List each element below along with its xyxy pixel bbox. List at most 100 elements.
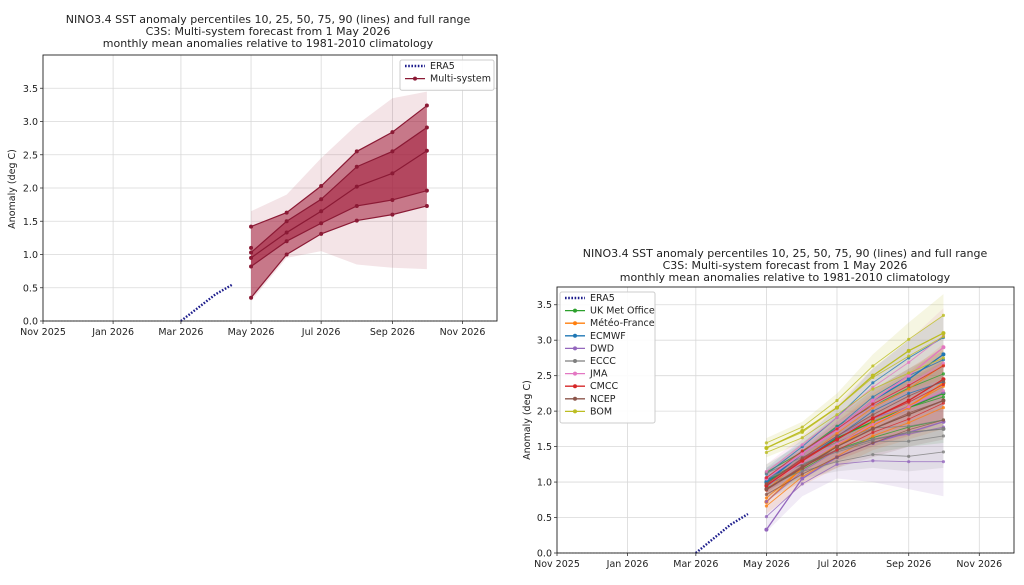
member-line-BOM — [766, 315, 944, 444]
y-tick-label: 3.0 — [537, 336, 552, 347]
legend-swatch-marker — [573, 371, 577, 376]
member-point-NCEP — [871, 441, 875, 445]
member-point-BOM — [835, 398, 839, 403]
member-point-CMCC — [835, 427, 839, 431]
member-line-NCEP — [766, 380, 944, 485]
chart2-plot: 0.0 0.5 1.0 1.5 2.0 2.5 3.0 3.5 Nov 2025 Jan 2026… — [534, 286, 1015, 570]
member-point-NCEP — [907, 428, 911, 432]
legend-label: JMA — [589, 369, 608, 380]
era5-line — [180, 283, 234, 322]
y-tick-label: 3.5 — [23, 84, 38, 95]
member-point-NCEP — [800, 456, 804, 460]
x-tick-label: Sep 2026 — [370, 327, 415, 338]
member-point-BOM — [941, 313, 946, 317]
y-tick-label: 1.0 — [537, 478, 552, 489]
member-point-BOM — [907, 371, 911, 375]
legend-label: Multi-system — [430, 74, 491, 85]
p10-line — [250, 205, 428, 299]
member-point-Météo-France — [871, 420, 875, 424]
member-point-DWD — [764, 499, 769, 504]
y-tick-label: 0.0 — [23, 317, 38, 328]
member-point-BOM — [871, 364, 875, 368]
series-point-BOM — [906, 348, 911, 353]
chart1-subtitle-2: monthly mean anomalies relative to 1981-… — [103, 37, 434, 50]
p90-point — [354, 149, 359, 154]
legend-label: ECMWF — [590, 331, 626, 342]
chart1-subtitle-1: C3S: Multi-system forecast from 1 May 20… — [146, 25, 391, 38]
x-tick-label: Jan 2026 — [91, 327, 134, 338]
y-tick-label: 0.0 — [537, 549, 552, 560]
chart2-titles: NINO3.4 SST anomaly percentiles 10, 25, … — [522, 247, 987, 460]
p75-point — [319, 197, 324, 202]
member-point-JMA — [907, 405, 911, 409]
y-tick-label: 2.0 — [23, 184, 38, 195]
member-point-ECCC — [907, 424, 911, 428]
legend-label: DWD — [590, 343, 614, 354]
member-point-BOM — [764, 450, 769, 455]
legend: ERA5 Multi-system — [399, 59, 495, 91]
member-point-JMA — [941, 361, 946, 365]
x-tick-label: May 2026 — [743, 559, 790, 570]
member-point-CMCC — [871, 402, 875, 406]
p90-point — [424, 103, 429, 108]
p10-point — [249, 295, 254, 300]
chart1-ylabel: Anomaly (deg C) — [7, 149, 18, 229]
chart2-subtitle-1: C3S: Multi-system forecast from 1 May 20… — [663, 259, 908, 272]
p90-point — [249, 224, 254, 229]
member-line-BOM — [766, 357, 944, 453]
member-line-ECCC — [766, 451, 944, 485]
member-point-BOM — [835, 413, 839, 417]
member-point-Météo-France — [907, 421, 911, 425]
member-point-NCEP — [941, 418, 946, 422]
member-point-CMCC — [800, 449, 804, 453]
member-point-CMCC — [907, 417, 911, 421]
series-point-JMA — [870, 398, 875, 403]
p75-point — [424, 125, 429, 130]
member-point-Météo-France — [907, 387, 911, 391]
chart1-titles: NINO3.4 SST anomaly percentiles 10, 25, … — [7, 13, 470, 229]
p10-point — [354, 218, 359, 223]
member-line-ECMWF — [766, 337, 944, 475]
legend-label: NCEP — [590, 394, 616, 405]
chart2-ylabel: Anomaly (deg C) — [522, 380, 533, 460]
member-line-JMA — [766, 390, 944, 486]
member-line-CMCC — [766, 365, 944, 478]
member-point-Météo-France — [764, 496, 769, 500]
member-point-BOM — [871, 375, 875, 380]
member-point-NCEP — [800, 464, 804, 468]
p25-p75-band — [251, 127, 427, 267]
legend-label: ERA5 — [430, 61, 455, 72]
member-point-JMA — [907, 360, 911, 364]
member-point-UK Met Office — [941, 395, 946, 399]
member-point-Météo-France — [835, 431, 839, 435]
p50-point — [249, 255, 254, 260]
member-point-JMA — [835, 415, 839, 419]
member-point-DWD — [941, 460, 946, 464]
chart1-title: NINO3.4 SST anomaly percentiles 10, 25, … — [66, 13, 471, 26]
member-point-ECMWF — [907, 391, 911, 395]
member-point-JMA — [941, 389, 946, 393]
p25-point — [424, 188, 429, 193]
p75-point — [354, 164, 359, 169]
member-point-BOM — [764, 446, 769, 450]
member-point-ECCC — [871, 452, 875, 457]
member-point-Météo-France — [941, 405, 946, 410]
member-point-CMCC — [764, 476, 769, 480]
member-point-NCEP — [764, 492, 769, 497]
series-point-DWD — [800, 476, 805, 481]
y-tick-label: 3.5 — [537, 300, 552, 311]
member-point-ECCC — [907, 439, 911, 443]
legend-swatch-marker — [573, 308, 577, 313]
member-point-CMCC — [941, 382, 946, 387]
member-point-CMCC — [835, 448, 839, 452]
x-tick-label: Sep 2026 — [886, 559, 931, 570]
chart1-plot: 0.0 0.5 1.0 1.5 2.0 2.5 3.0 3.5 Nov 2025 Jan 2026… — [20, 54, 498, 338]
member-point-JMA — [800, 443, 804, 447]
member-point-NCEP — [871, 413, 875, 417]
plot-frame — [556, 286, 1015, 554]
legend-swatch-marker — [573, 359, 577, 363]
member-point-NCEP — [907, 394, 911, 398]
p25-point — [390, 197, 395, 202]
member-point-CMCC — [941, 401, 946, 405]
member-point-NCEP — [941, 398, 946, 403]
